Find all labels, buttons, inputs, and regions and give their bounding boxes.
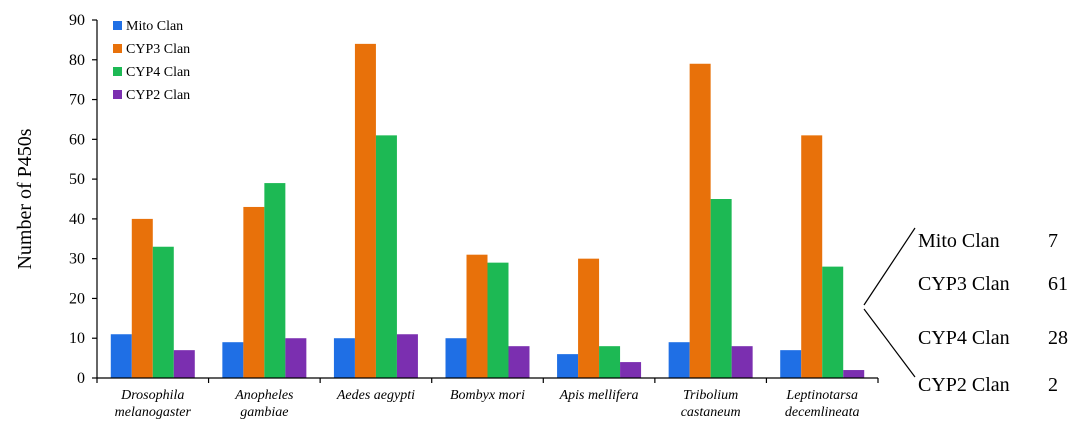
y-tick-label: 70 bbox=[69, 92, 85, 109]
y-tick-label: 0 bbox=[77, 370, 85, 387]
bars-layer bbox=[110, 43, 865, 378]
y-tick-label: 40 bbox=[69, 211, 85, 228]
category-label: Anopheles gambiae bbox=[234, 388, 294, 420]
bar-mito-clan-3 bbox=[445, 338, 467, 378]
bar-cyp3-clan-6 bbox=[801, 135, 823, 378]
y-tick-label: 30 bbox=[69, 251, 85, 268]
callout-value: 28 bbox=[1048, 327, 1068, 349]
bar-cyp3-clan-5 bbox=[689, 63, 711, 378]
bar-cyp3-clan-0 bbox=[131, 218, 153, 378]
callout-bracket-top bbox=[863, 227, 916, 306]
y-tick-label: 90 bbox=[69, 12, 85, 29]
bar-cyp4-clan-0 bbox=[152, 246, 174, 378]
legend: Mito Clan CYP3 Clan CYP4 Clan CYP2 Clan bbox=[113, 19, 190, 103]
legend-swatch bbox=[113, 90, 122, 99]
bar-cyp3-clan-1 bbox=[243, 206, 265, 378]
y-tick-label: 10 bbox=[69, 330, 85, 347]
bar-cyp2-clan-0 bbox=[173, 350, 195, 378]
bar-mito-clan-0 bbox=[110, 334, 132, 378]
axes-layer bbox=[92, 19, 879, 383]
bar-cyp2-clan-5 bbox=[731, 346, 753, 378]
callout-label: CYP2 Clan bbox=[918, 374, 1010, 396]
bar-cyp4-clan-5 bbox=[710, 199, 732, 378]
category-label: Apis mellifera bbox=[559, 388, 639, 403]
y-tick-label: 60 bbox=[69, 131, 85, 148]
legend-label: CYP2 Clan bbox=[126, 88, 190, 103]
bar-cyp3-clan-2 bbox=[354, 43, 376, 378]
callout: Mito Clan 7 CYP3 Clan 61 CYP4 Clan 28 CYP2 Cla… bbox=[863, 227, 1068, 396]
callout-label: CYP3 Clan bbox=[918, 273, 1010, 295]
category-label: Bombyx mori bbox=[450, 388, 525, 403]
y-tick-label: 20 bbox=[69, 290, 85, 307]
callout-value: 2 bbox=[1048, 374, 1058, 396]
legend-swatch bbox=[113, 67, 122, 76]
legend-swatch bbox=[113, 21, 122, 30]
legend-label: CYP4 Clan bbox=[126, 65, 190, 80]
bar-mito-clan-1 bbox=[222, 342, 244, 378]
bar-mito-clan-6 bbox=[780, 350, 802, 378]
category-label: Tribolium castaneum bbox=[681, 388, 741, 420]
legend-label: Mito Clan bbox=[126, 19, 183, 34]
y-axis-label: Number of P450s bbox=[14, 128, 36, 269]
labels-layer: 0 10 20 30 40 50 60 70 80 90 Drosophila melanogaste… bbox=[14, 12, 860, 420]
category-label: Aedes aegypti bbox=[336, 388, 415, 403]
callout-value: 61 bbox=[1048, 273, 1068, 295]
bar-cyp3-clan-3 bbox=[466, 254, 488, 378]
bar-cyp4-clan-1 bbox=[264, 183, 286, 378]
bar-cyp4-clan-3 bbox=[487, 262, 509, 378]
bar-mito-clan-4 bbox=[557, 354, 579, 378]
category-label: Drosophila melanogaster bbox=[115, 388, 192, 420]
bar-mito-clan-5 bbox=[668, 342, 690, 378]
callout-label: Mito Clan bbox=[918, 230, 1000, 252]
bar-cyp2-clan-2 bbox=[396, 334, 418, 378]
bar-cyp2-clan-1 bbox=[285, 338, 307, 378]
legend-swatch bbox=[113, 44, 122, 53]
y-tick-label: 50 bbox=[69, 171, 85, 188]
bar-cyp2-clan-6 bbox=[843, 370, 865, 378]
bar-mito-clan-2 bbox=[333, 338, 355, 378]
callout-label: CYP4 Clan bbox=[918, 327, 1010, 349]
bar-cyp4-clan-2 bbox=[375, 135, 397, 378]
bar-cyp3-clan-4 bbox=[578, 258, 600, 378]
callout-value: 7 bbox=[1048, 230, 1058, 252]
bar-cyp2-clan-4 bbox=[620, 362, 642, 378]
bar-cyp4-clan-4 bbox=[599, 346, 621, 378]
category-label: Leptinotarsa decemlineata bbox=[785, 388, 860, 420]
bar-cyp4-clan-6 bbox=[822, 266, 844, 378]
bar-cyp2-clan-3 bbox=[508, 346, 530, 378]
legend-label: CYP3 Clan bbox=[126, 42, 190, 57]
callout-bracket-bottom bbox=[863, 308, 916, 378]
y-tick-label: 80 bbox=[69, 52, 85, 69]
